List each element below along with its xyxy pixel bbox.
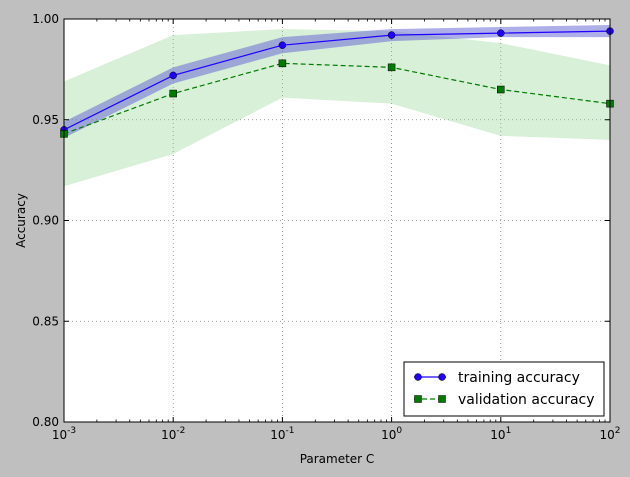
data-point-training [387,31,396,39]
data-point-training [497,29,505,37]
series-line-validation [63,62,611,135]
data-point-validation [278,59,287,68]
legend-label-training: training accuracy [458,370,580,386]
x-tick-labels: 10-3 10-2 10-1 100 101 102 [52,426,621,442]
legend-marker-validation [414,395,422,403]
series-lines [63,30,611,135]
legend-marker-training [438,373,446,381]
data-point-validation [169,89,177,98]
x-tick-label: 10-1 [270,426,294,442]
grid-lines [64,19,610,422]
x-tick-label: 100 [381,426,402,442]
legend-box [403,361,605,417]
x-tick-label: 10-3 [52,426,76,442]
legend-label-validation: validation accuracy [458,392,595,408]
x-tick-label: 102 [599,426,620,442]
axis-ticks [63,18,611,423]
confidence-band-training [64,25,610,138]
y-tick-label: 0.80 [32,415,59,429]
data-point-validation [387,63,396,72]
legend-marker-validation [438,395,446,403]
y-tick-label: 1.00 [32,12,59,26]
y-tick-label: 0.95 [32,113,59,127]
data-point-training [169,71,177,80]
x-tick-label: 101 [490,426,511,442]
x-axis-label: Parameter C [300,452,375,466]
y-tick-label: 0.85 [32,314,59,328]
y-axis-label: Accuracy [14,193,28,248]
legend: training accuracy validation accuracy [403,361,605,417]
x-tick-label: 10-2 [161,426,185,442]
series-line-training [63,30,611,131]
y-tick-label: 0.90 [32,214,59,228]
data-point-training [278,41,287,49]
y-tick-labels: 0.80 0.85 0.90 0.95 1.00 [32,12,59,429]
data-point-validation [497,85,505,94]
legend-marker-training [414,373,422,381]
